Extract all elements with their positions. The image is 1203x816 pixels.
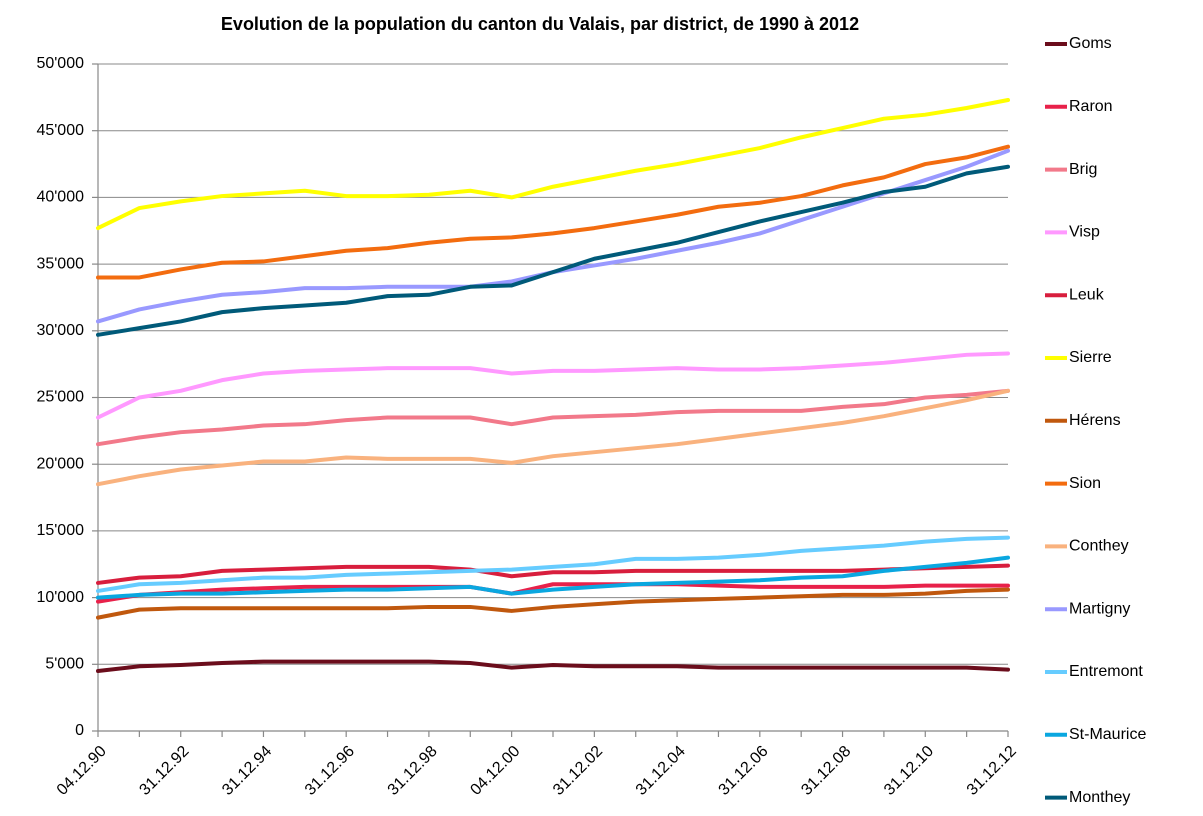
y-tick-label: 10'000 (36, 589, 84, 606)
x-tick-label: 31.12.04 (633, 743, 689, 799)
legend-label: St-Maurice (1069, 726, 1146, 743)
x-tick-label: 31.12.94 (219, 743, 275, 799)
legend-label: Goms (1069, 35, 1112, 52)
x-tick-label: 31.12.08 (798, 743, 854, 799)
series-line (96, 555, 1010, 600)
chart-title: Evolution de la population du canton du … (221, 14, 859, 34)
y-tick-label: 15'000 (36, 522, 84, 539)
series-line (96, 587, 1010, 620)
y-tick-label: 5'000 (45, 656, 84, 673)
y-tick-label: 45'000 (36, 122, 84, 139)
x-tick-label: 04.12.90 (54, 743, 110, 799)
y-tick-label: 25'000 (36, 389, 84, 406)
legend-label: Brig (1069, 161, 1097, 178)
series-line (96, 659, 1010, 673)
legend-label: Monthey (1069, 789, 1130, 806)
legend-label: Sion (1069, 475, 1101, 492)
x-tick-label: 31.12.96 (302, 743, 358, 799)
legend-label: Sierre (1069, 349, 1112, 366)
x-tick-label: 31.12.92 (136, 743, 192, 799)
y-tick-label: 20'000 (36, 455, 84, 472)
legend-label: Hérens (1069, 412, 1121, 429)
x-tick-label: 31.12.10 (881, 743, 937, 799)
legend-label: Entremont (1069, 663, 1143, 680)
x-tick-label: 31.12.12 (964, 743, 1020, 799)
series-line (96, 98, 1010, 231)
series-line (96, 388, 1010, 447)
series-line (96, 563, 1010, 585)
y-tick-label: 30'000 (36, 322, 84, 339)
series-line (96, 148, 1010, 324)
series-line (96, 164, 1010, 337)
series-line (96, 582, 1010, 604)
x-tick-label: 04.12.00 (467, 743, 523, 799)
y-tick-label: 50'000 (36, 55, 84, 72)
legend-label: Raron (1069, 98, 1113, 115)
legend-label: Conthey (1069, 538, 1129, 555)
x-tick-label: 31.12.98 (385, 743, 441, 799)
y-tick-label: 40'000 (36, 189, 84, 206)
series-line (96, 388, 1010, 487)
y-tick-label: 35'000 (36, 255, 84, 272)
legend-label: Martigny (1069, 600, 1130, 617)
x-tick-label: 31.12.06 (716, 743, 772, 799)
series-line (96, 535, 1010, 593)
series-line (96, 351, 1010, 420)
legend-label: Leuk (1069, 286, 1105, 303)
x-tick-label: 31.12.02 (550, 743, 606, 799)
y-tick-label: 0 (75, 722, 84, 739)
series-line (96, 144, 1010, 280)
legend-label: Visp (1069, 224, 1100, 241)
